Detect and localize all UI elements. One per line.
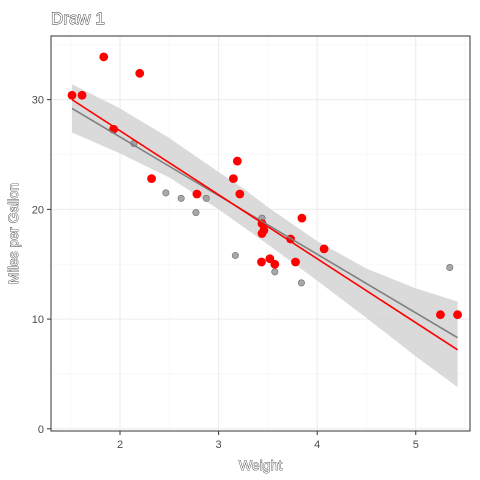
draw-point bbox=[135, 68, 145, 78]
draw-point bbox=[436, 310, 445, 320]
draw-point bbox=[297, 213, 307, 223]
draw-point bbox=[291, 257, 300, 267]
chart-title: Draw 1 bbox=[51, 9, 105, 28]
draw-point bbox=[235, 189, 245, 199]
observed-point bbox=[231, 251, 239, 259]
draw-point bbox=[257, 257, 266, 267]
grid bbox=[51, 36, 470, 431]
y-tick-label: 0 bbox=[38, 424, 44, 436]
draw-fit-line bbox=[71, 98, 459, 351]
x-tick-label: 4 bbox=[314, 439, 320, 451]
draw-point bbox=[270, 259, 280, 269]
draw-point bbox=[192, 189, 202, 199]
observed-point bbox=[297, 279, 305, 287]
axis-ticks: 2 3 4 5 0 10 20 30 bbox=[32, 95, 419, 451]
draw-point bbox=[67, 90, 77, 100]
draw-point bbox=[99, 52, 109, 62]
x-axis-title: Weight bbox=[239, 457, 282, 473]
draw-point bbox=[232, 156, 242, 166]
draw-point bbox=[228, 174, 238, 184]
observed-fit-line bbox=[71, 107, 458, 339]
draw-point bbox=[259, 225, 269, 235]
observed-point bbox=[446, 264, 454, 272]
y-tick-label: 20 bbox=[32, 204, 44, 216]
draw-point bbox=[319, 244, 329, 254]
observed-point bbox=[271, 268, 279, 276]
draw-point bbox=[147, 174, 156, 184]
fit-lines bbox=[71, 98, 459, 351]
y-tick-label: 10 bbox=[32, 314, 44, 326]
x-tick-label: 2 bbox=[117, 439, 123, 451]
observed-point bbox=[202, 194, 210, 202]
observed-point bbox=[177, 194, 185, 202]
x-tick-label: 3 bbox=[216, 439, 222, 451]
panel-border bbox=[50, 35, 471, 432]
draw-point bbox=[453, 310, 462, 320]
observed-point bbox=[162, 189, 170, 197]
draw-point bbox=[77, 90, 87, 100]
y-axis-title: Miles per Gallon bbox=[5, 183, 21, 284]
observed-point bbox=[192, 209, 200, 217]
y-tick-label: 30 bbox=[32, 95, 44, 107]
x-tick-label: 5 bbox=[413, 439, 419, 451]
